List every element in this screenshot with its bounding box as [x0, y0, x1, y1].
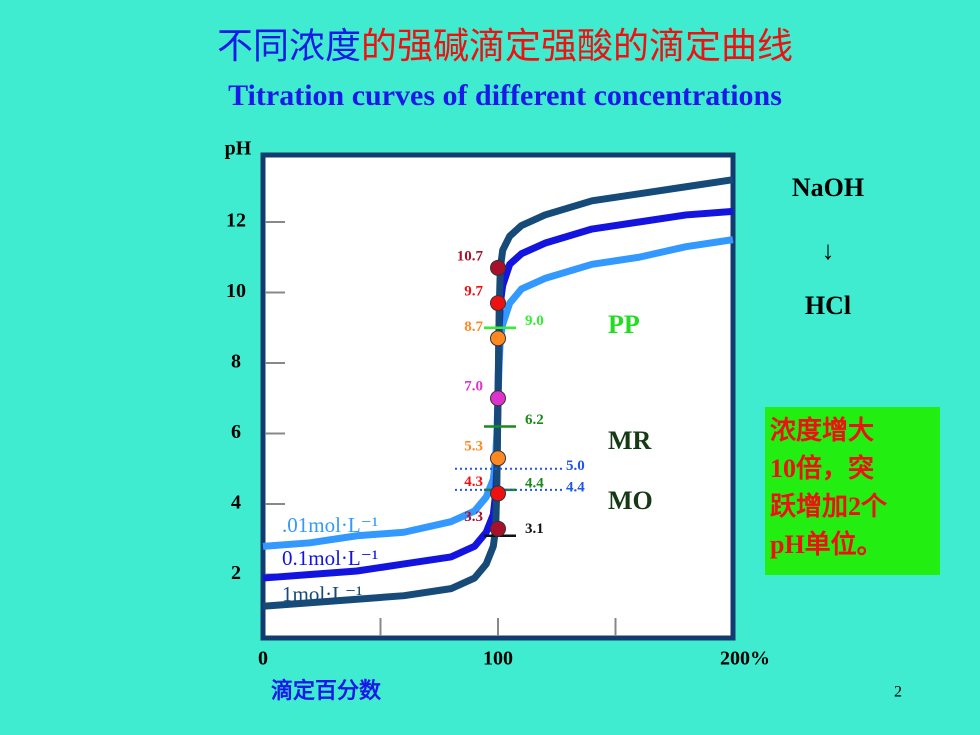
marker-label: 10.7: [457, 248, 484, 264]
legend-label: 0.1mol·L⁻¹: [282, 546, 378, 570]
note-line: pH单位。: [770, 529, 883, 559]
y-tick-label: 2: [231, 562, 241, 584]
reference-label: 4.4: [566, 479, 585, 495]
note-line: 10倍，突: [770, 453, 874, 483]
marker: [490, 520, 506, 537]
subtitle: Titration curves of different concentrat…: [228, 79, 782, 112]
title-part: 的强碱滴定强酸的滴定曲线: [361, 26, 793, 66]
y-tick-label: 10: [226, 280, 246, 302]
y-tick-label: 12: [226, 210, 246, 232]
legend-label: .01mol·L⁻¹: [282, 513, 378, 537]
marker-label: 8.7: [464, 319, 483, 335]
marker-label: 5.3: [464, 439, 483, 455]
note-box: [765, 407, 940, 575]
x-tick-label: 200%: [720, 648, 770, 670]
reference-label: 4.4: [525, 475, 544, 491]
reference-label: 5.0: [566, 458, 585, 474]
marker: [490, 330, 506, 347]
marker-label: 9.7: [464, 284, 483, 300]
analyte: HCl: [805, 291, 851, 320]
reference-label: 3.1: [525, 521, 544, 537]
marker: [490, 450, 506, 467]
indicator-label: PP: [608, 310, 640, 339]
y-tick-label: 4: [231, 492, 241, 514]
note-line: 跃增加2个: [770, 491, 888, 521]
x-tick-label: 0: [258, 648, 268, 670]
marker: [490, 295, 506, 312]
marker-label: 3.3: [464, 509, 483, 525]
note-line: 浓度增大: [770, 415, 874, 445]
x-tick-label: 100: [483, 648, 513, 670]
indicator-label: MR: [608, 426, 652, 455]
page-number: 2: [894, 684, 902, 701]
marker-label: 4.3: [464, 474, 483, 490]
reference-label: 9.0: [525, 313, 544, 329]
title-part: 不同浓度: [217, 26, 361, 66]
titrant: NaOH: [792, 173, 864, 202]
legend-label: 1mol·L⁻¹: [282, 582, 362, 606]
y-tick-label: 8: [231, 351, 241, 373]
title: 不同浓度的强碱滴定强酸的滴定曲线: [217, 26, 793, 66]
y-tick-label: 6: [231, 421, 241, 443]
indicator-label: MO: [608, 486, 653, 515]
reference-label: 6.2: [525, 412, 544, 428]
marker: [490, 390, 506, 407]
marker-label: 7.0: [464, 379, 483, 395]
marker: [490, 259, 506, 276]
x-axis-label: 滴定百分数: [271, 678, 382, 703]
y-axis-label: pH: [225, 138, 252, 160]
arrow: ↓: [822, 236, 835, 265]
marker: [490, 485, 506, 502]
